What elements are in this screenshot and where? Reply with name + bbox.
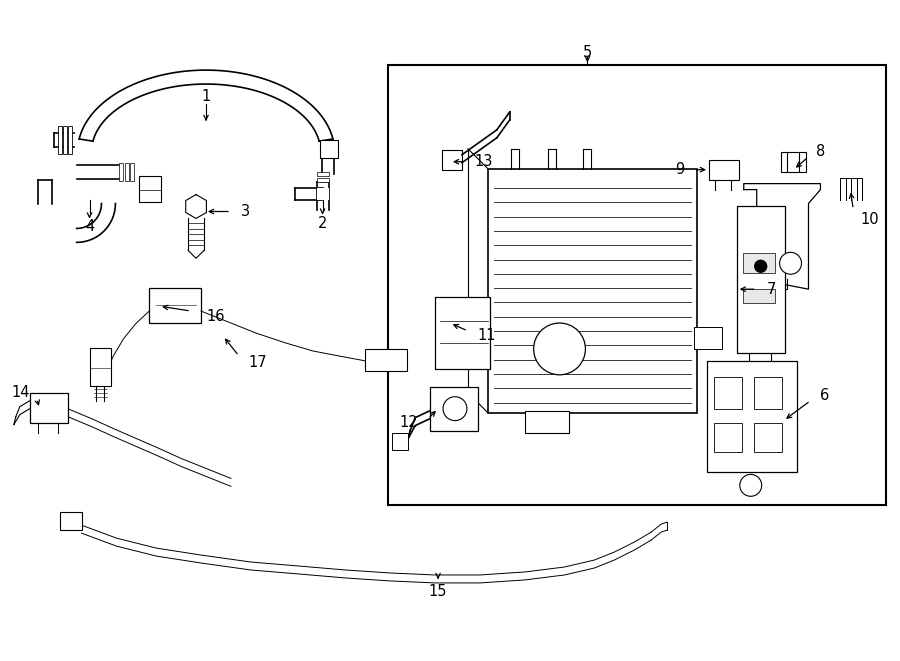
Bar	[435, 297, 490, 369]
Bar	[89, 348, 112, 386]
Bar	[63, 126, 68, 154]
Bar	[30, 393, 68, 422]
Bar	[365, 349, 407, 371]
Bar	[120, 163, 123, 180]
Text: 13: 13	[475, 154, 493, 169]
Text: 12: 12	[400, 415, 419, 430]
Bar	[706, 361, 796, 473]
Text: 2: 2	[318, 216, 328, 231]
Text: 14: 14	[12, 385, 30, 401]
Text: 6: 6	[821, 388, 830, 403]
Circle shape	[443, 397, 467, 420]
Bar	[442, 150, 462, 170]
Text: 5: 5	[583, 45, 592, 59]
Bar	[525, 410, 570, 432]
Polygon shape	[743, 184, 821, 289]
Bar	[68, 126, 72, 154]
Text: 10: 10	[860, 212, 879, 227]
Circle shape	[779, 253, 802, 274]
Bar	[751, 219, 772, 256]
Text: 3: 3	[241, 204, 250, 219]
Text: 7: 7	[767, 282, 776, 297]
Circle shape	[740, 475, 761, 496]
Bar	[392, 432, 409, 451]
Bar	[149, 288, 201, 323]
Text: 16: 16	[206, 309, 224, 324]
Text: 1: 1	[202, 89, 211, 104]
Text: 15: 15	[428, 584, 447, 600]
Bar	[388, 65, 886, 505]
Text: 9: 9	[675, 162, 684, 177]
Bar	[140, 176, 161, 202]
Circle shape	[755, 260, 767, 272]
Bar	[317, 178, 328, 182]
Bar	[317, 188, 328, 200]
Bar	[59, 512, 82, 530]
Bar	[753, 377, 781, 408]
Bar	[737, 206, 785, 353]
Bar	[125, 163, 129, 180]
Text: 11: 11	[478, 329, 497, 344]
Bar	[488, 169, 697, 412]
Bar	[753, 422, 781, 453]
Bar	[317, 172, 328, 176]
Bar	[714, 422, 742, 453]
Bar	[58, 126, 62, 154]
Text: 4: 4	[85, 219, 94, 234]
Bar	[714, 377, 742, 408]
Circle shape	[534, 323, 585, 375]
Bar	[130, 163, 134, 180]
Text: 8: 8	[816, 144, 825, 159]
Text: 17: 17	[248, 356, 267, 370]
Bar	[742, 253, 775, 273]
Bar	[430, 387, 478, 430]
Bar	[694, 327, 722, 349]
Bar	[742, 289, 775, 303]
Bar	[780, 152, 806, 172]
Bar	[709, 160, 739, 180]
Bar	[320, 140, 338, 158]
